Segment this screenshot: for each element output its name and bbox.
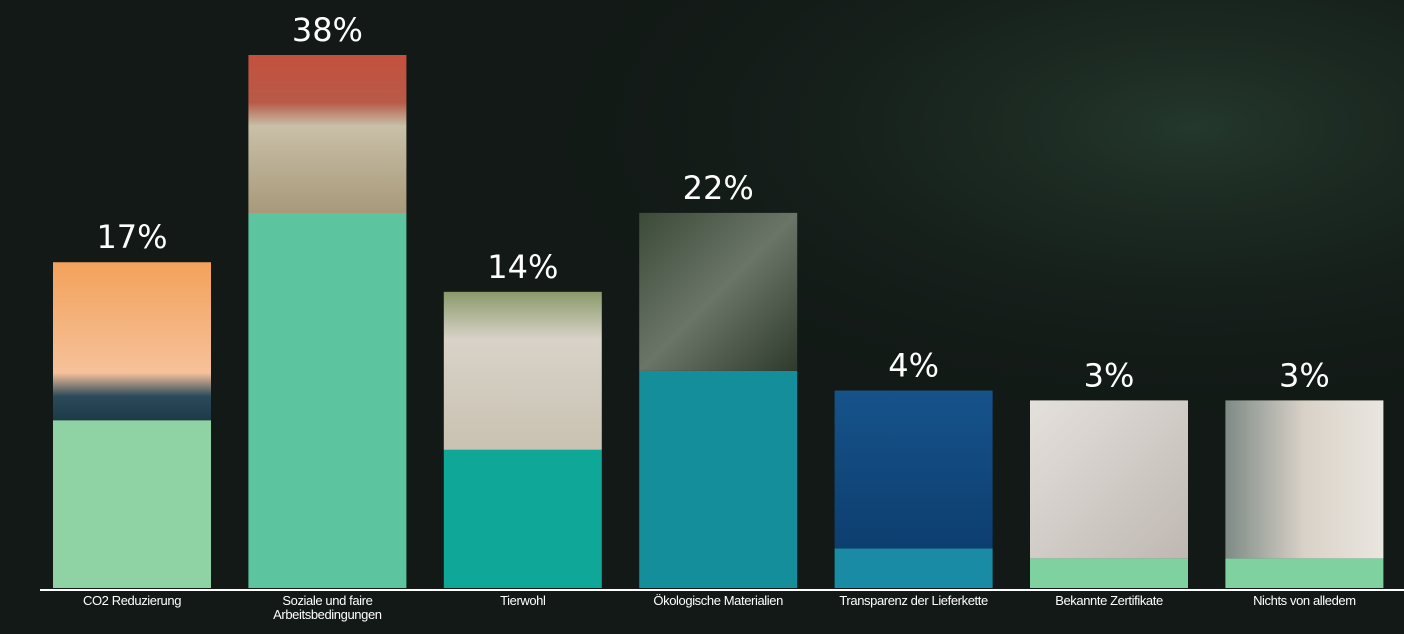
category-label: CO2 Reduzierung xyxy=(82,593,182,608)
photo xyxy=(248,55,407,213)
category-label: Ökologische Materialien xyxy=(653,593,783,608)
bar xyxy=(1030,558,1188,588)
bar xyxy=(834,548,993,588)
category-label: Transparenz der Lieferkette xyxy=(839,593,988,608)
value-label: 3% xyxy=(1279,356,1330,394)
value-label: 22% xyxy=(683,169,754,207)
category-label: Soziale und faire Arbeitsbedingungen xyxy=(273,593,382,622)
category-label: Bekannte Zertifikate xyxy=(1055,593,1163,608)
photo xyxy=(639,212,798,371)
value-label: 17% xyxy=(96,218,167,256)
category-label: Tierwohl xyxy=(500,593,546,608)
value-label: 4% xyxy=(888,347,939,385)
value-label: 38% xyxy=(292,11,363,49)
bar xyxy=(248,213,407,588)
photo xyxy=(53,262,211,421)
bar xyxy=(1225,558,1384,588)
value-label: 3% xyxy=(1084,356,1135,394)
photo xyxy=(1030,400,1188,559)
photo xyxy=(1225,400,1384,559)
photo xyxy=(834,390,993,549)
bar xyxy=(443,449,602,588)
bar xyxy=(53,420,211,588)
value-label: 14% xyxy=(487,248,558,286)
bar xyxy=(639,370,798,588)
photo xyxy=(443,291,602,450)
category-label: Nichts von alledem xyxy=(1253,593,1356,608)
